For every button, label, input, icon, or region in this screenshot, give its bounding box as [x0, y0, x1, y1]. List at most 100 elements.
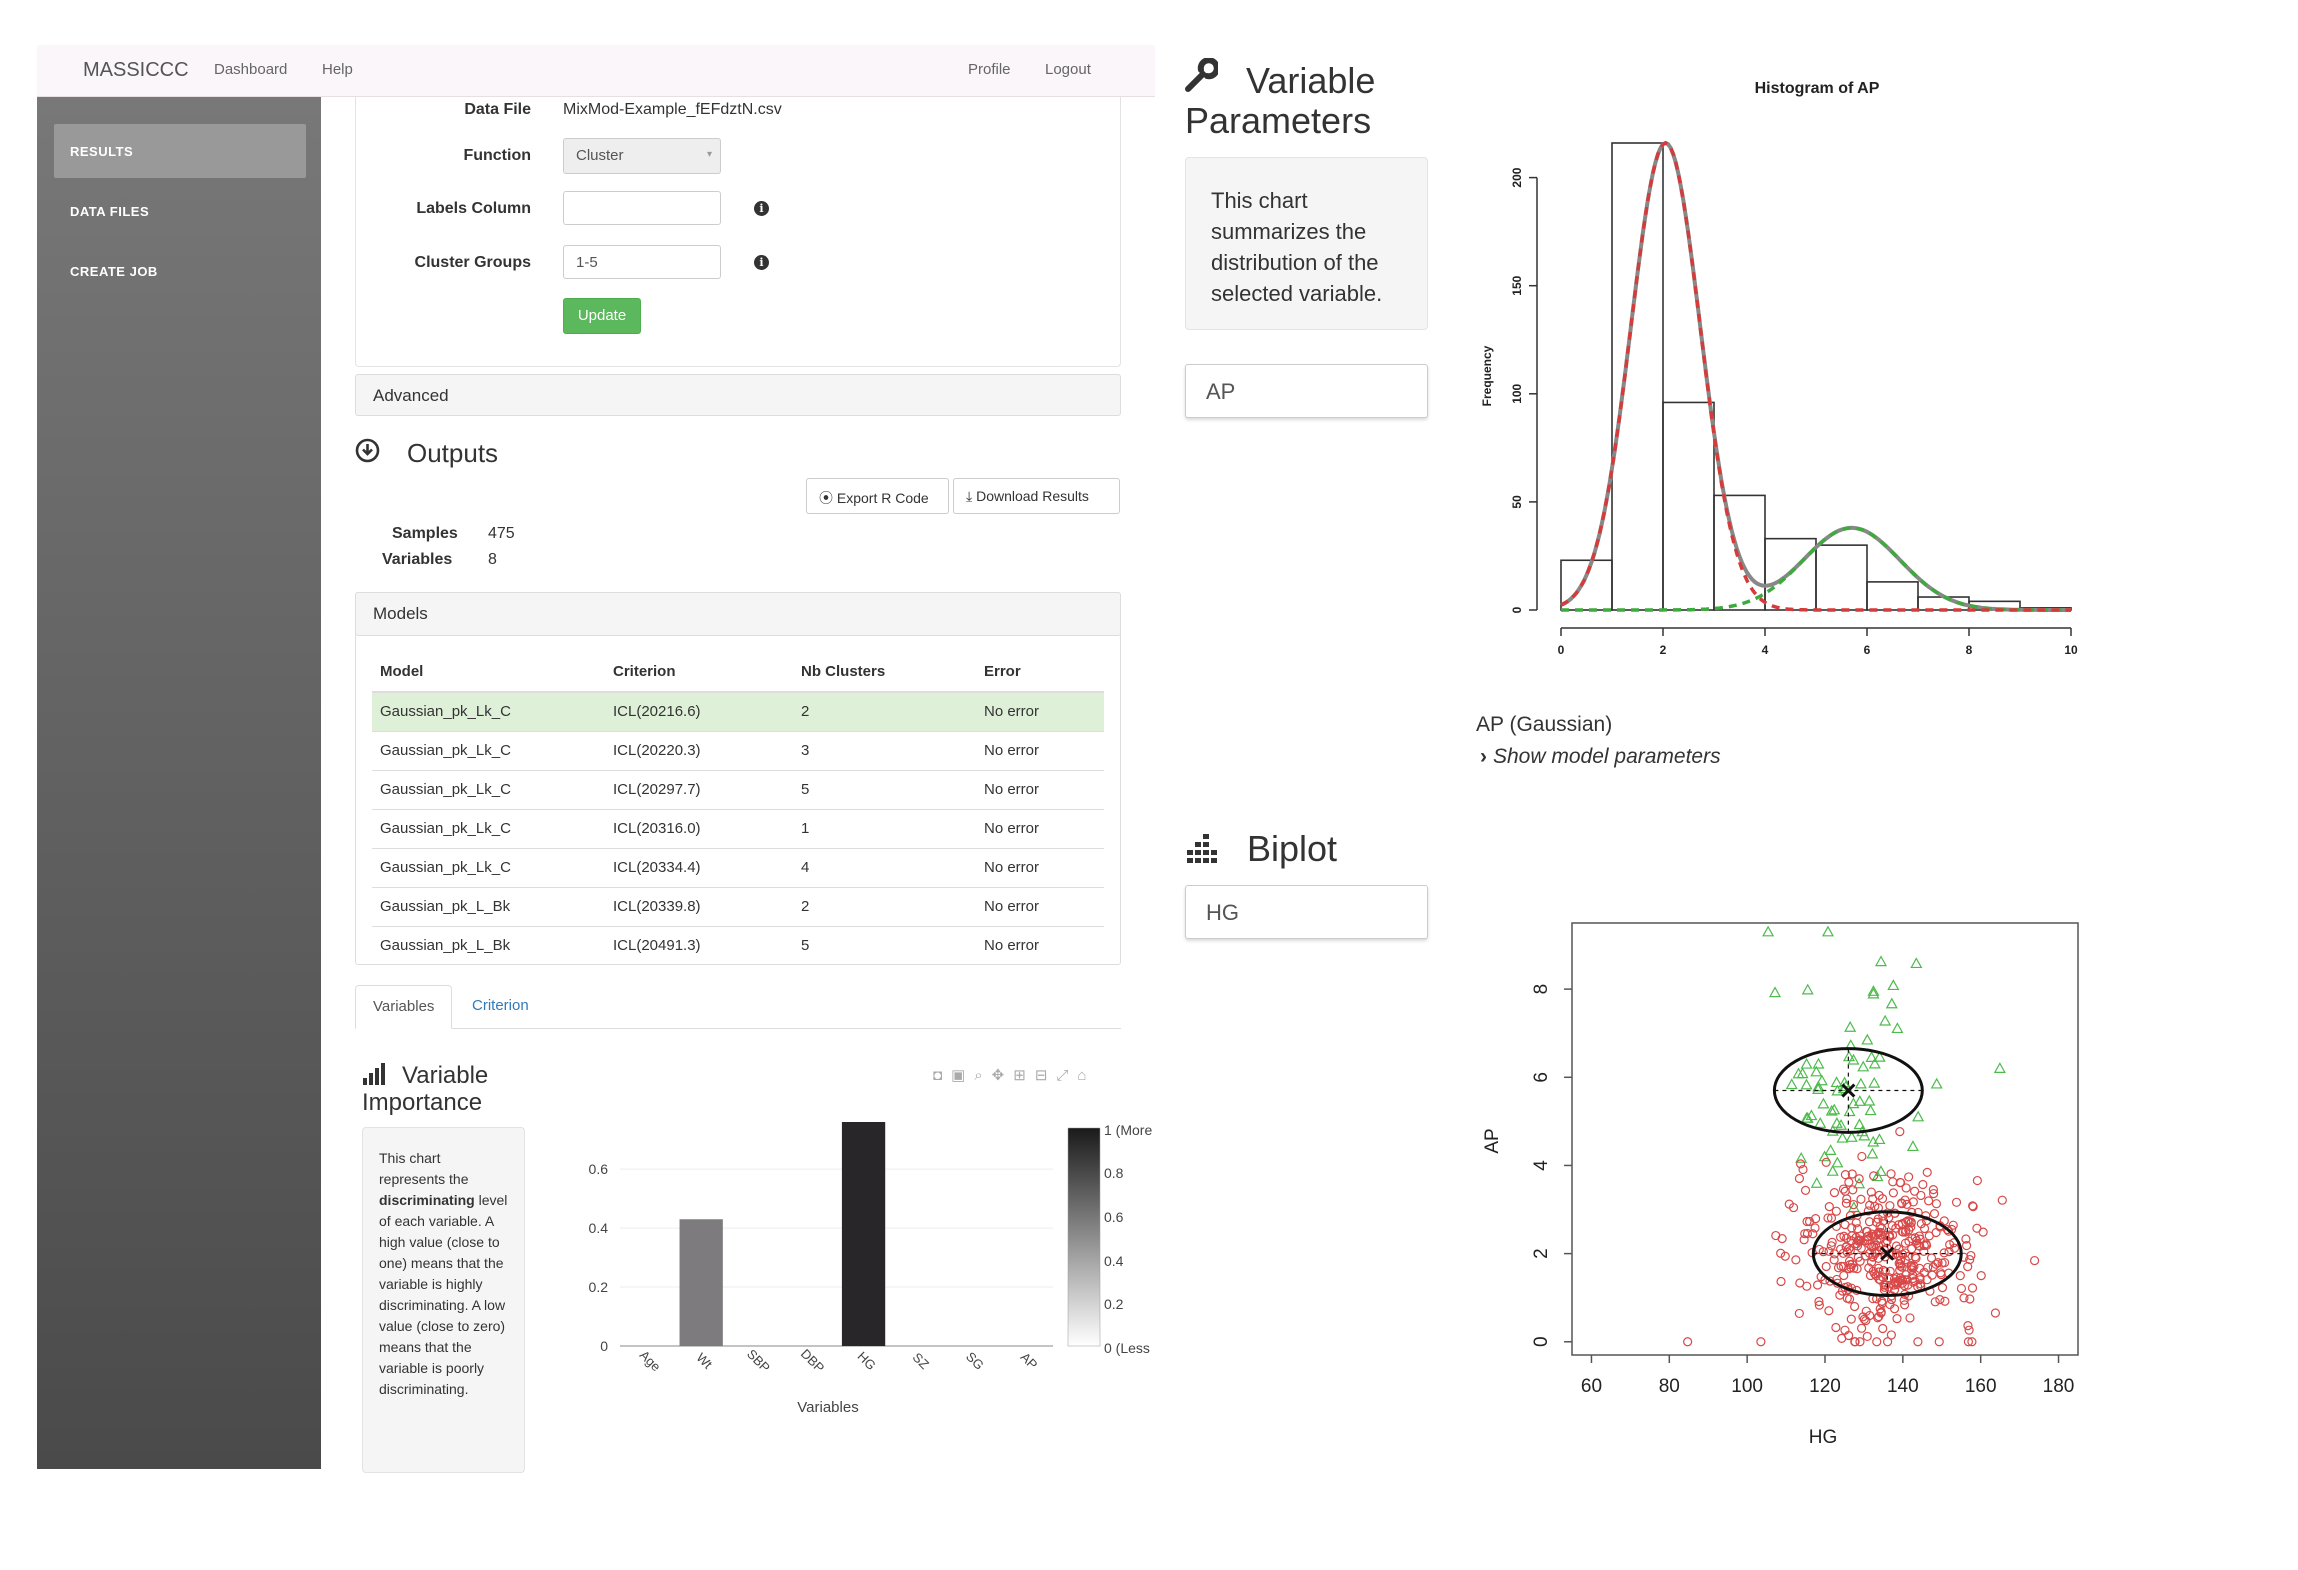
scatter-point	[1963, 1337, 1973, 1347]
cell-model: Gaussian_pk_Lk_C	[372, 847, 605, 887]
cell-model: Gaussian_pk_Lk_C	[372, 769, 605, 809]
scatter-point	[1824, 1144, 1837, 1155]
col-header-criterion[interactable]: Criterion	[605, 652, 793, 693]
scatter-point	[1808, 1229, 1818, 1239]
desc-text-2: level of each variable. A high value (cl…	[379, 1192, 508, 1397]
scatter-point	[1900, 1227, 1911, 1237]
variable-select[interactable]: AP	[1185, 364, 1428, 418]
table-row[interactable]: Gaussian_pk_Lk_C ICL(20316.0) 1 No error	[372, 808, 1104, 848]
scatter-point	[1794, 1308, 1804, 1319]
plot-frame	[1571, 922, 2079, 1356]
variable-parameters-title-2: Parameters	[1185, 100, 1372, 141]
scatter-point	[1867, 1242, 1877, 1252]
scatter-point	[1895, 1273, 1906, 1283]
scatter-point	[1804, 1216, 1815, 1227]
scatter-point	[1776, 1276, 1786, 1287]
scatter-point	[1784, 1199, 1794, 1209]
scatter-point	[1972, 1175, 1982, 1186]
nav-logout[interactable]: Logout	[1045, 61, 1091, 78]
scatter-point	[1877, 1194, 1888, 1204]
download-results-button[interactable]: ⤓ Download Results	[953, 478, 1120, 514]
grid-chart-icon	[1185, 833, 1219, 865]
scatter-point	[1910, 1186, 1920, 1196]
nav-profile[interactable]: Profile	[968, 61, 1011, 78]
scatter-point	[1880, 1282, 1890, 1292]
save-icon[interactable]: ▣	[951, 1067, 975, 1084]
histogram-bar	[1866, 581, 1919, 611]
table-row[interactable]: Gaussian_pk_L_Bk ICL(20339.8) 2 No error	[372, 886, 1104, 926]
sidebar-item-results[interactable]: RESULTS	[54, 124, 306, 178]
scatter-point	[1905, 1313, 1915, 1323]
y-tick-label: 150	[1510, 275, 1524, 295]
scatter-point	[1915, 1241, 1925, 1251]
autoscale-icon[interactable]: ⤢	[1056, 1067, 1078, 1084]
scatter-point	[1930, 1297, 1940, 1307]
nav-dashboard[interactable]: Dashboard	[214, 61, 288, 78]
scatter-point	[1800, 1185, 1811, 1195]
colorbar-label: 0 (Less	[1104, 1340, 1150, 1356]
models-table: Model Criterion Nb Clusters Error Gaussi…	[372, 652, 1104, 965]
sidebar-item-create-job[interactable]: CREATE JOB	[70, 264, 158, 279]
scatter-point	[1923, 1262, 1933, 1273]
cell-error: No error	[976, 691, 1104, 731]
show-model-parameters-link[interactable]: › Show model parameters	[1480, 745, 1721, 769]
table-row[interactable]: Gaussian_pk_Lk_C ICL(20297.7) 5 No error	[372, 769, 1104, 809]
zoom-icon[interactable]: ⌕	[974, 1067, 992, 1084]
home-icon[interactable]: ⌂	[1077, 1067, 1096, 1084]
x-tick-label: Wt	[693, 1350, 715, 1372]
scatter-point	[1966, 1250, 1976, 1261]
zoom-out-icon[interactable]: ⊟	[1034, 1067, 1057, 1084]
labels-column-input[interactable]	[563, 191, 721, 225]
table-row[interactable]: Gaussian_pk_Lk_C ICL(20216.6) 2 No error	[372, 691, 1104, 731]
cell-nb-clusters: 5	[793, 925, 976, 965]
y-tick-label: 200	[1510, 167, 1524, 187]
scatter-point	[1965, 1254, 1975, 1265]
scatter-point	[1683, 1337, 1693, 1347]
tab-criterion[interactable]: Criterion	[472, 997, 529, 1014]
nav-help[interactable]: Help	[322, 61, 353, 78]
var-importance-title-1: Variable	[402, 1062, 489, 1089]
scatter-point	[1812, 1083, 1825, 1095]
cell-error: No error	[976, 730, 1104, 770]
cluster-groups-input[interactable]: 1-5	[563, 245, 721, 279]
scatter-point	[1817, 1097, 1830, 1109]
col-header-model[interactable]: Model	[372, 652, 605, 693]
tab-variables[interactable]: Variables	[355, 985, 453, 1029]
export-label: Export R Code	[836, 490, 929, 506]
cell-nb-clusters: 2	[793, 691, 976, 731]
camera-icon[interactable]: ◘	[933, 1067, 952, 1084]
col-header-nb-clusters[interactable]: Nb Clusters	[793, 652, 976, 693]
x-tick-label: 120	[1809, 1376, 1841, 1397]
cell-model: Gaussian_pk_Lk_C	[372, 691, 605, 731]
update-button[interactable]: Update	[563, 298, 641, 334]
zoom-in-icon[interactable]: ⊞	[1013, 1067, 1035, 1084]
table-row[interactable]: Gaussian_pk_L_Bk ICL(20491.3) 5 No error	[372, 925, 1104, 965]
desc-text-1: This chart represents the	[379, 1150, 469, 1187]
scatter-point	[1906, 1140, 1919, 1152]
x-tick-label: AP	[1018, 1349, 1041, 1372]
scatter-point	[1901, 1183, 1911, 1193]
info-icon[interactable]: i	[754, 201, 769, 216]
scatter-point	[1897, 1199, 1907, 1209]
col-header-error[interactable]: Error	[976, 652, 1104, 693]
scatter-point	[1944, 1247, 1954, 1257]
info-icon[interactable]: i	[754, 255, 769, 270]
scatter-point	[1933, 1257, 1943, 1268]
sidebar-item-data-files[interactable]: DATA FILES	[70, 204, 150, 219]
scatter-point	[1867, 987, 1880, 999]
table-row[interactable]: Gaussian_pk_Lk_C ICL(20220.3) 3 No error	[372, 730, 1104, 770]
scatter-point	[1889, 1274, 1900, 1284]
function-select[interactable]: Cluster ▾	[563, 138, 721, 174]
colorbar-label: 1 (More	[1104, 1122, 1152, 1138]
biplot-variable-select[interactable]: HG	[1185, 885, 1428, 939]
scatter-point	[1821, 925, 1834, 937]
brand-logo[interactable]: MASSICCC	[83, 59, 189, 81]
scatter-point	[1894, 1258, 1904, 1268]
export-r-code-button[interactable]: ⦿ Export R Code	[806, 478, 949, 514]
labels-column-label: Labels Column	[416, 200, 531, 217]
advanced-panel-toggle[interactable]: Advanced	[355, 374, 1121, 416]
pan-icon[interactable]: ✥	[991, 1067, 1014, 1084]
scatter-point	[1865, 1051, 1878, 1062]
scatter-point	[1846, 1314, 1856, 1324]
table-row[interactable]: Gaussian_pk_Lk_C ICL(20334.4) 4 No error	[372, 847, 1104, 887]
